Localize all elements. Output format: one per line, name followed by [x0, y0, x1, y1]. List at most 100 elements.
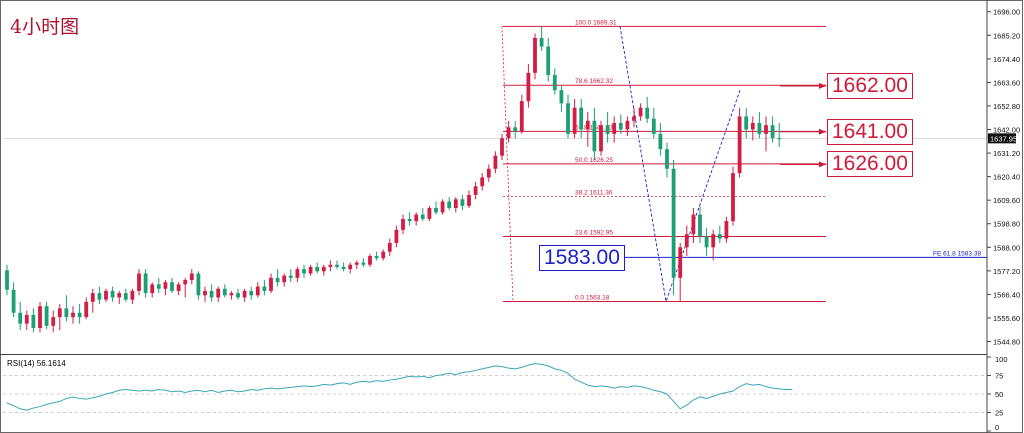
candle-body: [427, 208, 432, 219]
candle-body: [90, 293, 95, 302]
rsi-label: RSI(14) 56.1614: [7, 359, 66, 368]
candle-body: [552, 74, 557, 91]
candle-body: [632, 116, 636, 121]
price-axis: 1696.00 1685.20 1674.40 1663.60 1652.80 1642.…: [987, 8, 1020, 347]
candle-body: [684, 234, 689, 248]
candle-body: [255, 286, 260, 296]
price-tick-label: 1631.20: [993, 149, 1020, 158]
candle-body: [750, 122, 755, 130]
resistance-level-label: 1662.00: [827, 72, 913, 99]
rsi-tick-label: 75: [995, 372, 1003, 381]
candle-body: [123, 293, 128, 300]
candle-body: [480, 177, 485, 187]
candle-body: [658, 133, 663, 150]
candle-body: [572, 107, 577, 134]
price-tick-label: 1566.40: [993, 290, 1020, 299]
candle-body: [315, 266, 320, 272]
candle-body: [156, 284, 161, 289]
candle-body: [559, 90, 564, 104]
candle-body: [394, 229, 399, 243]
candle-body: [698, 214, 702, 237]
candle-body: [414, 214, 419, 222]
candle-body: [216, 288, 221, 298]
candle-body: [38, 306, 42, 329]
price-tick-label: 1555.60: [993, 314, 1020, 323]
candle-body: [117, 293, 122, 298]
fib-level-label: 78.6 1662.32: [575, 78, 613, 85]
candle-body: [665, 149, 669, 169]
key-level-arrowhead: [819, 161, 826, 168]
candle-body: [678, 247, 683, 278]
fib-level-label: 38.2 1611.36: [575, 189, 613, 196]
candle-body: [500, 138, 504, 156]
candle-body: [440, 201, 445, 213]
candle-body: [150, 284, 155, 294]
candle-body: [374, 256, 379, 259]
candle-body: [57, 308, 62, 318]
candle-body: [354, 262, 359, 265]
candle-body: [599, 125, 603, 152]
candle-body: [533, 37, 537, 73]
candle-body: [242, 290, 247, 298]
candle-body: [605, 125, 610, 134]
candle-body: [460, 199, 465, 206]
candle-body: [229, 293, 234, 296]
candle-body: [711, 234, 716, 248]
timeframe-title: 4小时图: [10, 16, 80, 38]
candle-body: [282, 275, 287, 283]
candle-body: [209, 290, 214, 298]
candle-body: [506, 127, 511, 139]
rsi-series: [6, 363, 793, 411]
rsi-tick-label: 0: [995, 423, 999, 432]
candle-body: [744, 116, 749, 130]
candle-body: [539, 37, 544, 47]
candle-body: [176, 284, 181, 291]
candle-body: [51, 317, 56, 326]
rsi-tick-label: 100: [995, 355, 1008, 364]
candle-body: [493, 155, 498, 169]
candle-body: [526, 72, 531, 102]
price-tick-label: 1620.40: [993, 173, 1020, 182]
candle-body: [467, 194, 471, 206]
current-price-label: 1637.95: [990, 134, 1017, 143]
candle-body: [764, 125, 768, 134]
candle-body: [407, 218, 412, 222]
candle-body: [249, 290, 254, 296]
candle-body: [97, 293, 102, 300]
candle-body: [519, 101, 524, 132]
candle-body: [770, 125, 775, 139]
candle-body: [262, 286, 267, 291]
price-tick-label: 1577.20: [993, 267, 1020, 276]
fib-level-label: 50.0 1626.25: [575, 157, 613, 164]
resistance-level-label: 1626.00: [827, 151, 913, 178]
support-level-label: 1583.00: [539, 245, 625, 272]
rsi-tick-label: 25: [995, 409, 1003, 418]
candle-body: [381, 251, 386, 259]
candle-body: [71, 312, 75, 318]
price-tick-label: 1652.80: [993, 102, 1020, 111]
candle-body: [777, 138, 782, 140]
rsi-grid: [3, 375, 987, 413]
candle-body: [691, 214, 696, 235]
candle-body: [341, 266, 346, 270]
candle-body: [420, 214, 425, 219]
candle-body: [64, 308, 69, 318]
candle-body: [473, 186, 478, 195]
fib-level-label: 23.6 1592.95: [575, 230, 613, 237]
candle-body: [704, 236, 709, 248]
candle-body: [24, 314, 29, 324]
price-tick-label: 1663.60: [993, 78, 1020, 87]
candle-body: [328, 264, 333, 267]
candle-body: [275, 277, 280, 283]
rsi-tick-label: 50: [995, 390, 1003, 399]
price-tick-label: 1696.00: [993, 8, 1020, 17]
fib-level-label: 100.0 1689.31: [575, 19, 617, 26]
candle-body: [302, 269, 306, 274]
candle-body: [137, 273, 141, 291]
fib-level-label: 0.0 1563.18: [575, 294, 610, 301]
candle-body: [625, 120, 630, 130]
candle-body: [44, 306, 49, 326]
candle-body: [546, 46, 551, 75]
candle-body: [110, 290, 115, 298]
